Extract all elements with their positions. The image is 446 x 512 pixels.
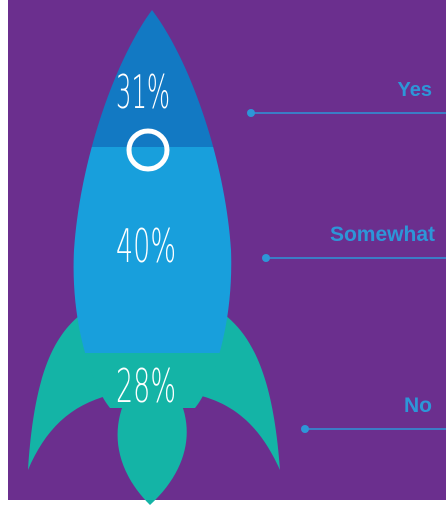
leader-dot-somewhat bbox=[262, 254, 270, 262]
segment-somewhat bbox=[73, 147, 232, 353]
value-label-somewhat: 40% bbox=[116, 219, 176, 273]
porthole-icon bbox=[126, 128, 170, 172]
category-label-somewhat: Somewhat bbox=[330, 223, 435, 246]
value-label-yes: 31% bbox=[116, 65, 170, 119]
leader-lines bbox=[247, 109, 446, 433]
leader-dot-no bbox=[301, 425, 309, 433]
leader-dot-yes bbox=[247, 109, 255, 117]
category-label-no: No bbox=[404, 394, 432, 417]
category-label-yes: Yes bbox=[398, 79, 432, 101]
exhaust-flame bbox=[117, 396, 187, 505]
value-label-no: 28% bbox=[116, 359, 176, 413]
